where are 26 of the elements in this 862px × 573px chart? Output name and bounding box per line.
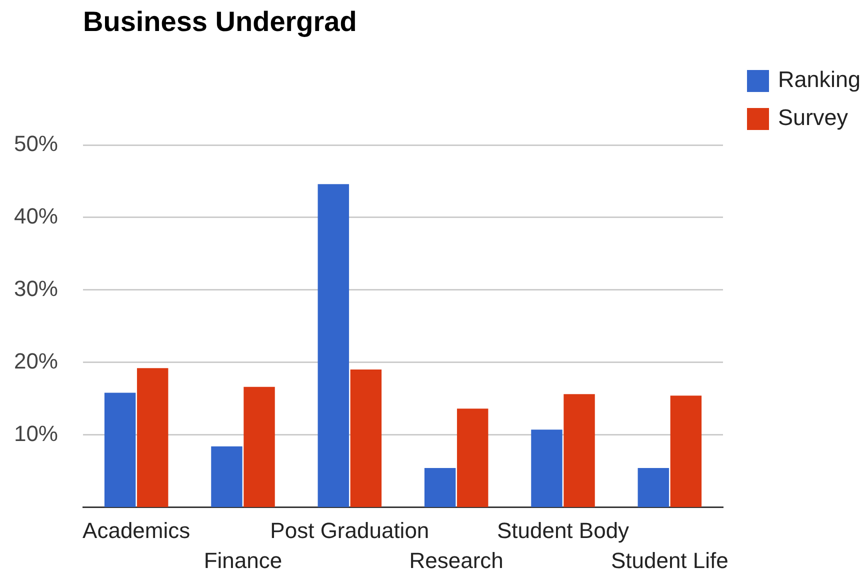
bar: [211, 446, 242, 508]
bar: [638, 468, 670, 508]
x-tick-label: Student Body: [496, 518, 630, 544]
x-tick-label: Research: [409, 548, 504, 573]
x-tick-label: Academics: [82, 518, 190, 544]
bar: [424, 468, 456, 508]
bar: [318, 184, 350, 508]
bar: [670, 396, 702, 508]
bar: [350, 370, 382, 508]
legend-label: Ranking: [778, 67, 861, 92]
x-tick-label: Student Life: [610, 548, 728, 573]
bar: [136, 368, 168, 508]
bar: [531, 430, 562, 508]
chart-title: Business Undergrad: [83, 6, 357, 37]
y-tick-label: 10%: [14, 420, 58, 446]
x-tick-label: Post Graduation: [270, 518, 430, 544]
bar: [564, 394, 595, 508]
y-tick-label: 40%: [14, 203, 58, 228]
legend-label: Survey: [778, 105, 849, 130]
y-tick-label: 50%: [14, 131, 58, 156]
y-tick-label: 20%: [14, 348, 58, 374]
bar: [244, 386, 275, 508]
bar: [456, 408, 488, 508]
y-tick-label: 30%: [14, 276, 58, 301]
bar: [104, 392, 136, 508]
x-tick-label: Finance: [204, 548, 282, 573]
